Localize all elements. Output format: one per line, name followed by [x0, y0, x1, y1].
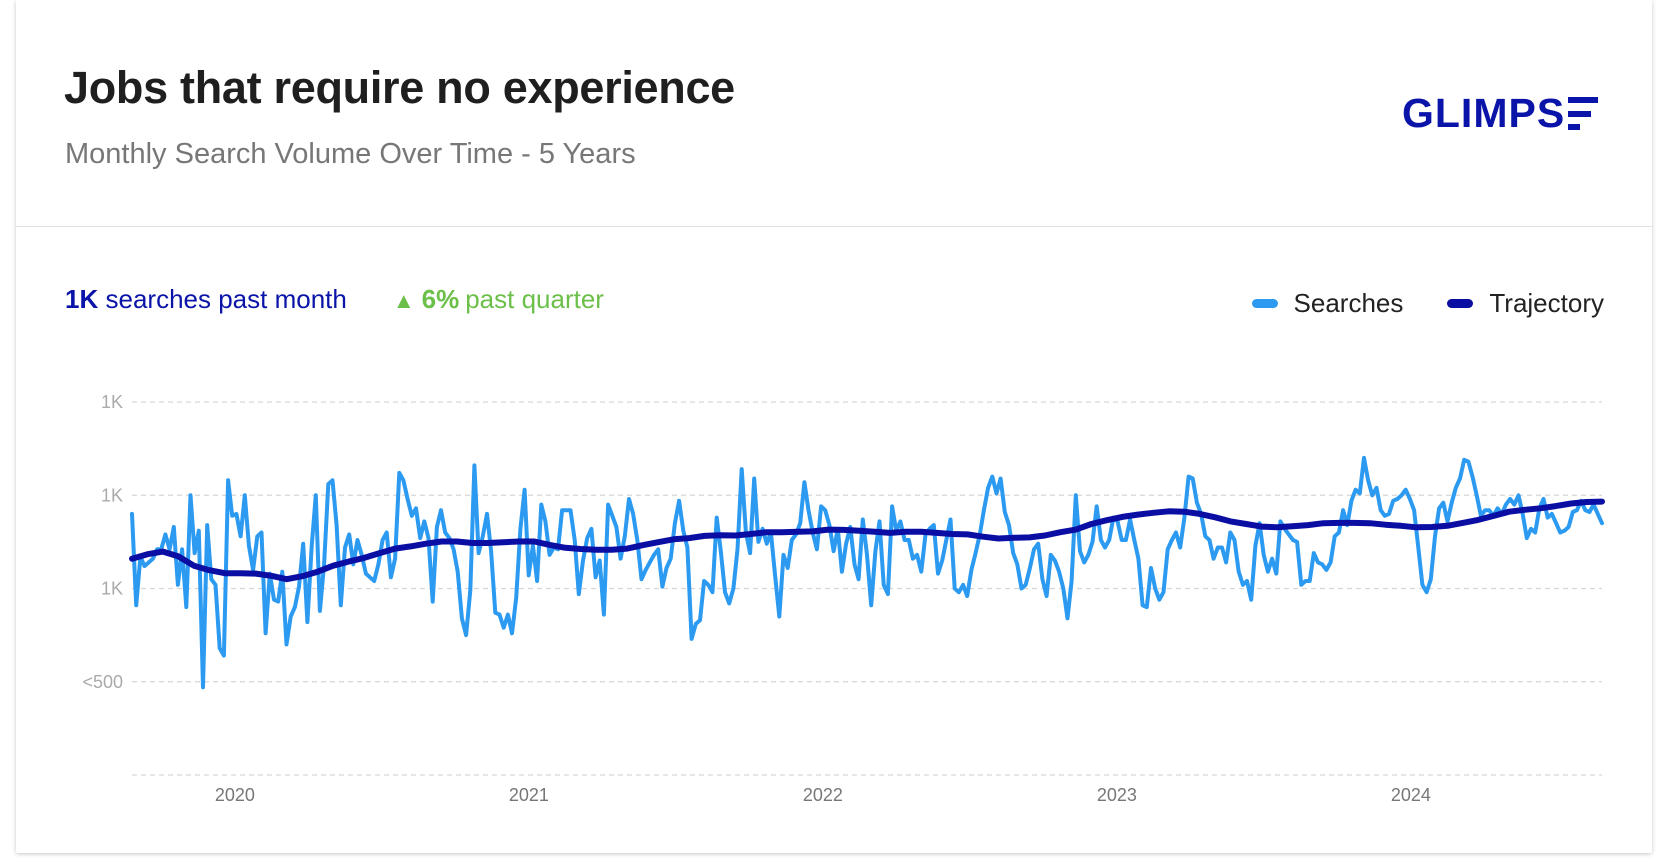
x-axis-ticks: 2020 2021 2022 2023 2024: [215, 785, 1431, 805]
y-tick-label: 1K: [101, 392, 123, 412]
series-line-searches[interactable]: [130, 455, 1604, 690]
legend-label-trajectory: Trajectory: [1489, 288, 1604, 318]
card-header: Jobs that require no experience Monthly …: [16, 0, 1652, 227]
quarter-stat-value: 6%: [421, 284, 460, 314]
stats-summary: 1K searches past month ▲ 6% past quarter: [65, 284, 604, 315]
chart-grid: [132, 401, 1602, 776]
chart-card: Jobs that require no experience Monthly …: [16, 0, 1652, 853]
logo-e-mark-icon: [1568, 97, 1599, 130]
page-subtitle: Monthly Search Volume Over Time - 5 Year…: [65, 138, 636, 170]
up-arrow-icon: ▲: [392, 288, 415, 313]
y-tick-label: 1K: [101, 485, 123, 505]
legend-swatch-searches: [1251, 299, 1278, 308]
x-tick-label: 2023: [1097, 785, 1137, 805]
month-stat-text: searches past month: [105, 284, 347, 314]
x-tick-label: 2024: [1391, 785, 1431, 805]
x-tick-label: 2020: [215, 785, 255, 805]
month-stat-value: 1K: [65, 284, 99, 314]
glimpse-logo: GLIMPS: [1402, 90, 1599, 137]
legend-label-searches: Searches: [1293, 288, 1404, 318]
y-tick-label: <500: [82, 672, 123, 692]
quarter-stat: ▲ 6% past quarter: [393, 284, 604, 315]
y-tick-label: 1K: [101, 579, 123, 599]
x-tick-label: 2022: [803, 785, 843, 805]
chart-series: [129, 455, 1605, 690]
legend-item-searches[interactable]: Searches: [1251, 288, 1404, 319]
quarter-stat-text: past quarter: [465, 284, 604, 314]
page-title: Jobs that require no experience: [64, 62, 735, 113]
legend-item-trajectory[interactable]: Trajectory: [1447, 288, 1604, 319]
month-stat: 1K searches past month: [65, 284, 347, 315]
chart-legend: Searches Trajectory: [1208, 288, 1604, 319]
y-axis-ticks: 1K 1K 1K <500: [82, 392, 123, 692]
legend-swatch-trajectory: [1447, 299, 1474, 308]
series-line-trajectory[interactable]: [129, 498, 1605, 583]
logo-text: GLIMPS: [1402, 90, 1566, 136]
x-tick-label: 2021: [509, 785, 549, 805]
